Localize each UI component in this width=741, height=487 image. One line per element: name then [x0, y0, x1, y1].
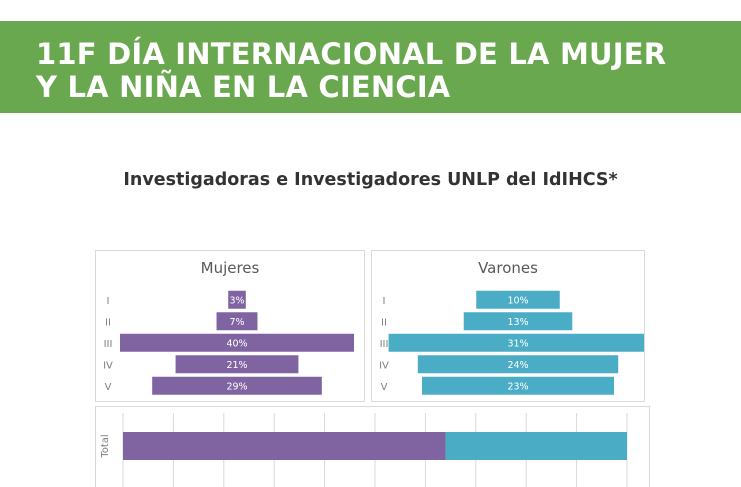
mujeres-data-label: 7% [229, 317, 244, 328]
mujeres-category-label: II [105, 317, 111, 328]
varones-data-label: 13% [507, 317, 528, 328]
chart-mujeres: Mujeres I 3% II 7% III 40% IV 21% V 29% [95, 250, 365, 402]
chart-subtitle: Investigadoras e Investigadores UNLP del… [123, 170, 618, 190]
chart-mujeres-plot: I 3% II 7% III 40% IV 21% V 29% [103, 290, 354, 395]
varones-data-label: 31% [507, 338, 528, 349]
varones-category-label: I [383, 296, 386, 307]
header-banner: 11F DÍA INTERNACIONAL DE LA MUJER Y LA N… [0, 21, 741, 113]
varones-category-label: IV [379, 360, 389, 371]
varones-data-label: 10% [507, 295, 528, 306]
varones-bar [388, 333, 644, 352]
chart-varones-title: Varones [478, 259, 538, 277]
varones-bar [463, 312, 573, 331]
mujeres-category-label: III [104, 339, 113, 350]
varones-data-label: 24% [507, 360, 528, 371]
chart-varones: Varones I 10% II 13% III 31% IV 24% V 23% [371, 250, 645, 402]
mujeres-bar [120, 333, 354, 352]
chart-varones-plot: I 10% II 13% III 31% IV 24% V 23% [379, 290, 644, 395]
header-title-line1: 11F DÍA INTERNACIONAL DE LA MUJER [36, 37, 667, 71]
varones-data-label: 23% [507, 381, 528, 392]
mujeres-bar [175, 355, 299, 374]
varones-bar [476, 290, 560, 309]
mujeres-bar [228, 290, 246, 309]
mujeres-bar [216, 312, 258, 331]
varones-bar [417, 355, 619, 374]
varones-category-label: III [380, 339, 389, 350]
mujeres-data-label: 3% [229, 295, 244, 306]
mujeres-category-label: IV [103, 360, 113, 371]
varones-category-label: II [381, 317, 387, 328]
chart-total: Total [95, 406, 650, 487]
mujeres-category-label: I [107, 296, 110, 307]
mujeres-data-label: 40% [226, 338, 247, 349]
chart-total-plot: Total [100, 413, 628, 487]
total-bar-segment [123, 432, 446, 460]
mujeres-data-label: 21% [226, 360, 247, 371]
varones-category-label: V [381, 382, 388, 393]
mujeres-bar [152, 376, 322, 395]
mujeres-category-label: V [105, 382, 112, 393]
chart-mujeres-title: Mujeres [200, 259, 260, 277]
mujeres-data-label: 29% [226, 381, 247, 392]
total-bar-segment [445, 432, 627, 460]
header-title-line2: Y LA NIÑA EN LA CIENCIA [36, 70, 451, 104]
varones-bar [421, 376, 615, 395]
total-category-label: Total [100, 434, 111, 458]
